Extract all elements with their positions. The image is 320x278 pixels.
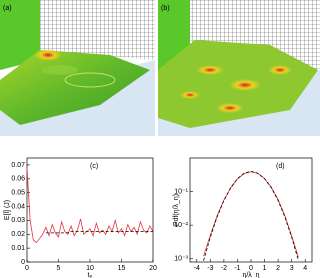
y-axis-label: E[l] (J): [4, 200, 11, 220]
y-tick-label: 0.06: [11, 176, 25, 183]
series-line: [203, 170, 299, 261]
x-tick-label: 0: [25, 265, 29, 272]
x-tick-label: 3: [290, 265, 294, 272]
panel-label: (a): [3, 5, 12, 12]
series-line: [45, 231, 153, 234]
x-tick-label: -2: [221, 265, 227, 272]
y-tick-label: 10⁻³: [174, 256, 188, 263]
x-tick-label: -3: [207, 265, 213, 272]
x-tick-label: 4: [303, 265, 307, 272]
y-tick-label: 0.05: [11, 190, 25, 197]
y-tick-label: 0.04: [11, 203, 25, 210]
panel-label: (c): [90, 163, 98, 170]
y-tick-label: 0: [21, 259, 25, 266]
y-tick-label: 0.01: [11, 245, 25, 252]
panel-label: (b): [161, 5, 170, 12]
x-tick-label: -4: [194, 265, 200, 272]
series-line: [26, 167, 154, 244]
x-axis-label: tₚ: [88, 272, 93, 278]
x-tick-label: 0: [249, 265, 253, 272]
x-tick-label: 15: [118, 265, 126, 272]
panel-a: (a): [0, 0, 155, 136]
y-tick-label: 0.07: [11, 162, 25, 169]
plot-frame: [189, 157, 313, 263]
panel-label: (d): [276, 163, 285, 170]
plot-frame: [26, 157, 154, 263]
x-tick-label: -1: [234, 265, 240, 272]
x-tick-label: 2: [276, 265, 280, 272]
panel-b: (b): [158, 0, 320, 136]
y-tick-label: 10⁻²: [174, 222, 188, 229]
x-tick-label: 10: [86, 265, 94, 272]
x-tick-label: 20: [149, 265, 157, 272]
x-tick-label: 1: [263, 265, 267, 272]
y-tick-label: 0.03: [11, 217, 25, 224]
x-tick-label: 5: [57, 265, 61, 272]
x-axis-label: η/λ_η: [242, 272, 259, 278]
y-axis-label: Pdf(η/λ_η): [173, 194, 180, 226]
y-tick-label: 0.02: [11, 231, 25, 238]
y-tick-label: 10⁻¹: [174, 188, 188, 195]
